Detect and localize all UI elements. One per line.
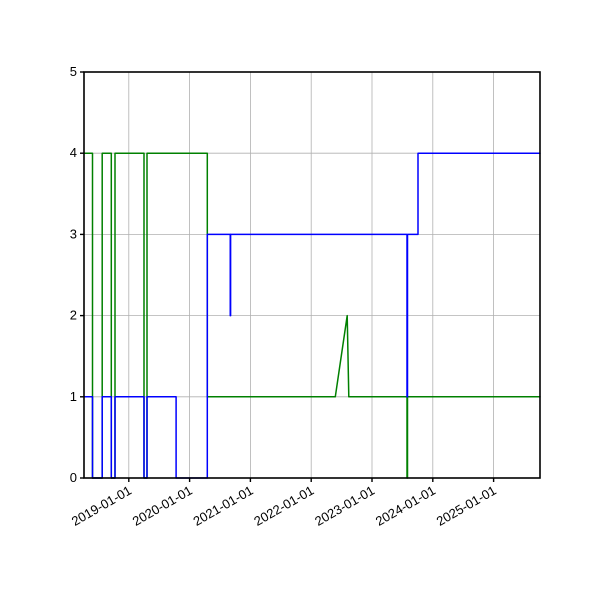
svg-text:3: 3 (70, 226, 77, 241)
svg-text:2: 2 (70, 308, 77, 323)
svg-text:0: 0 (70, 470, 77, 485)
svg-text:4: 4 (70, 145, 77, 160)
svg-text:5: 5 (70, 64, 77, 79)
svg-text:1: 1 (70, 389, 77, 404)
